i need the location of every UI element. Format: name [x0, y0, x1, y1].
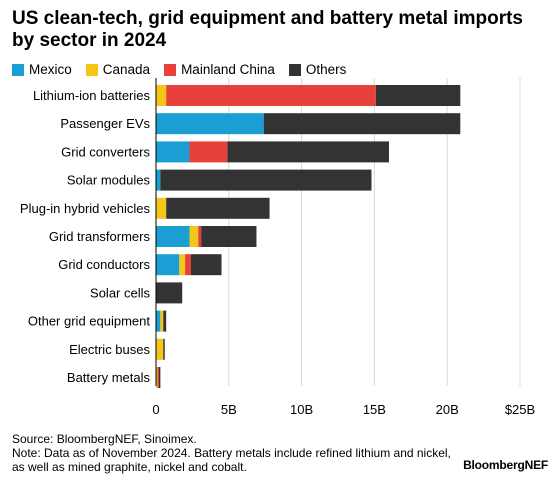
bar-segment	[375, 85, 461, 106]
legend-swatch	[12, 63, 24, 76]
legend: Mexico Canada Mainland China Others	[12, 62, 360, 77]
bar-segment	[156, 169, 161, 191]
bar-segment	[157, 367, 159, 388]
category-label: Grid conductors	[58, 257, 150, 272]
x-tick-label: 5B	[221, 402, 237, 417]
chart-title: US clean-tech, grid equipment and batter…	[12, 8, 523, 51]
bar-segment	[156, 113, 264, 135]
bar-segment	[156, 282, 183, 304]
bar-segment	[201, 226, 257, 247]
bar-segment	[263, 113, 461, 135]
bar-chart: 0 5B 10B 15B 20B $25B Lithium-ion batteries Pas…	[20, 78, 535, 417]
brand-logo: BloombergNEF	[463, 458, 548, 472]
legend-item-canada: Canada	[85, 62, 151, 77]
bar-segment	[160, 310, 164, 332]
legend-item-mexico: Mexico	[12, 62, 72, 77]
bar-segment	[160, 169, 372, 191]
legend-item-mainland-china: Mainland China	[164, 62, 275, 77]
x-tick-label: $25B	[505, 402, 535, 417]
category-label: Battery metals	[67, 370, 151, 385]
category-label: Solar modules	[67, 173, 151, 188]
legend-item-others: Others	[288, 62, 347, 77]
bar-segment	[189, 141, 228, 163]
legend-swatch	[288, 63, 301, 76]
legend-swatch	[85, 63, 98, 76]
category-label: Passenger EVs	[60, 116, 150, 131]
category-label: Solar cells	[90, 285, 150, 300]
x-tick-label: 10B	[290, 402, 313, 417]
source-notes: Source: BloombergNEF, Sinoimex. Note: Da…	[12, 432, 452, 474]
bar-segment	[156, 310, 161, 332]
bar-segment	[156, 141, 190, 163]
bar-segment	[156, 85, 167, 106]
note-text: Note: Data as of November 2024. Battery …	[12, 446, 451, 474]
category-label: Grid transformers	[49, 229, 151, 244]
bar-segment	[166, 197, 270, 219]
category-label: Lithium-ion batteries	[33, 88, 151, 103]
x-tick-label: 0	[152, 402, 159, 417]
source-text: Source: BloombergNEF, Sinoimex.	[12, 432, 197, 446]
category-label: Electric buses	[69, 342, 150, 357]
bar-segment	[227, 141, 389, 163]
bar-segment	[166, 85, 376, 106]
legend-label: Others	[305, 62, 347, 77]
legend-label: Mainland China	[181, 62, 275, 77]
x-tick-label: 15B	[363, 402, 386, 417]
bar-segment	[185, 254, 191, 276]
bar-segment	[179, 254, 186, 276]
bar-segment	[158, 367, 161, 388]
category-label: Plug-in hybrid vehicles	[20, 201, 151, 216]
bar-segment	[156, 367, 158, 388]
category-label: Other grid equipment	[28, 314, 151, 329]
bar-segment	[198, 226, 202, 247]
legend-label: Canada	[102, 62, 151, 77]
legend-label: Mexico	[29, 62, 72, 77]
bar-segment	[163, 338, 165, 360]
legend-swatch	[164, 63, 177, 76]
category-label: Grid converters	[61, 144, 150, 159]
bar-segment	[156, 254, 180, 276]
bar-segment	[156, 338, 164, 360]
bar-segment	[156, 226, 190, 247]
bar-segment	[163, 310, 167, 332]
x-tick-label: 20B	[436, 402, 459, 417]
bar-segment	[156, 197, 167, 219]
bar-segment	[189, 226, 199, 247]
bar-segment	[190, 254, 222, 276]
